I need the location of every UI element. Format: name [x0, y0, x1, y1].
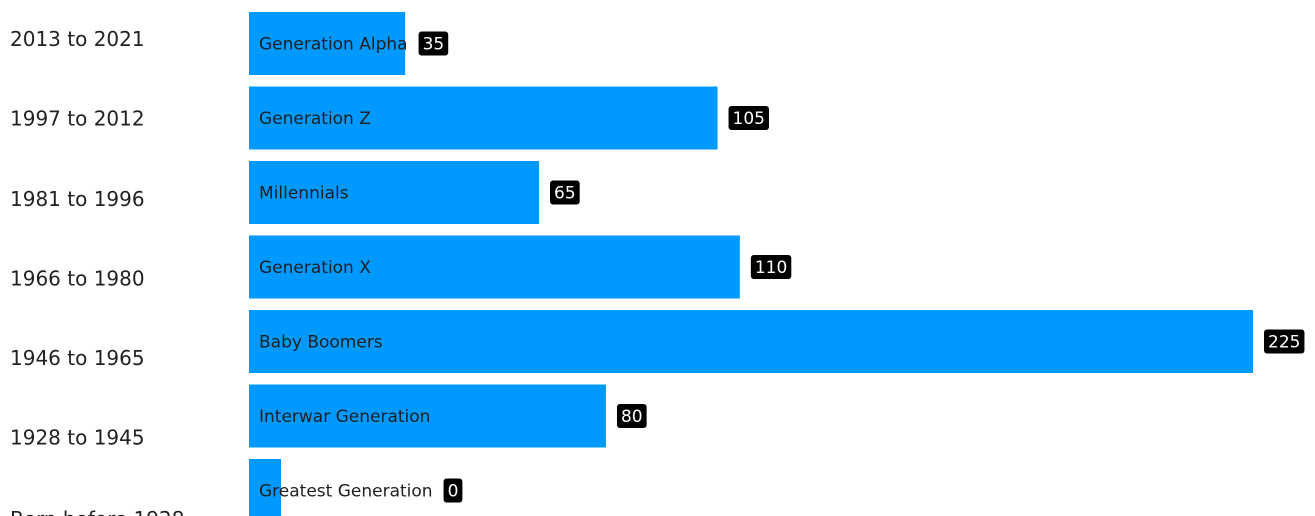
category-label: 1946 to 1965	[10, 346, 145, 370]
value-badge	[616, 404, 647, 428]
bar-label: Generation Alpha	[259, 35, 408, 55]
bar	[249, 86, 718, 150]
value-label: 225	[1268, 333, 1300, 353]
value-badge	[443, 478, 463, 503]
category-label: 2013 to 2021	[10, 27, 145, 51]
value-badge	[750, 255, 792, 279]
bar	[249, 310, 1253, 373]
bar	[249, 384, 606, 448]
value-badge	[1264, 329, 1305, 354]
category-label: 1966 to 1980	[10, 267, 145, 291]
category-label: 1928 to 1945	[10, 426, 145, 450]
bar	[249, 235, 740, 299]
category-label: 1981 to 1996	[10, 187, 145, 211]
bar-label: Millennials	[259, 184, 349, 204]
bar	[249, 161, 540, 224]
bar-label: Generation Z	[259, 109, 371, 129]
bar	[249, 459, 281, 516]
value-label: 65	[554, 184, 576, 204]
bar-label: Baby Boomers	[259, 333, 383, 353]
value-label: 80	[621, 407, 643, 427]
value-badge	[550, 180, 580, 205]
value-label: 0	[448, 482, 459, 502]
value-label: 110	[755, 258, 787, 278]
bar	[249, 12, 406, 75]
value-badge	[418, 31, 449, 56]
category-label: 1997 to 2012	[10, 107, 145, 131]
value-label: 35	[423, 35, 445, 55]
value-label: 105	[733, 109, 765, 129]
bar-label: Interwar Generation	[259, 407, 430, 427]
category-label: Born before 1928	[10, 507, 184, 516]
bar-label: Greatest Generation	[259, 482, 433, 502]
bar-label: Generation X	[259, 258, 371, 278]
value-badge	[728, 106, 769, 130]
